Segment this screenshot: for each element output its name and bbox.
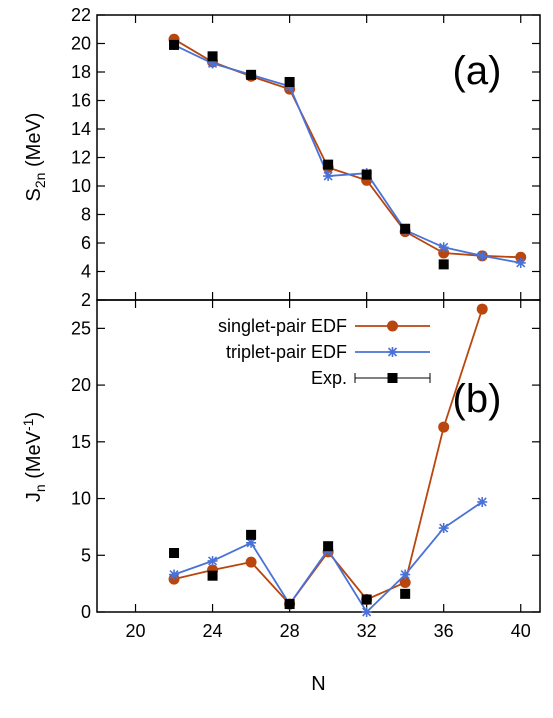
- y-axis-title-subscript: 2n: [32, 173, 48, 189]
- data-point-triplet: [169, 569, 180, 580]
- data-point-exp: [169, 39, 180, 50]
- data-point-exp: [438, 259, 449, 270]
- data-point-exp: [169, 548, 180, 559]
- y-tick-label: 22: [71, 5, 91, 25]
- x-tick-label: 28: [280, 621, 300, 641]
- legend-label-triplet: triplet-pair EDF: [226, 342, 347, 362]
- data-point-exp: [361, 594, 372, 605]
- legend-marker-singlet: [387, 320, 398, 332]
- panel-b-jn-chart: 0 5 10 15 20 25 20 24 28 32 36 40 (b) Jn (MeV-1) singl…: [20, 299, 541, 641]
- y-axis-title-superscript: -1: [20, 418, 36, 431]
- data-point-triplet: [323, 171, 334, 182]
- y-tick-label: 16: [71, 91, 91, 111]
- data-point-exp: [400, 223, 411, 234]
- y-tick-label: 6: [81, 233, 91, 253]
- y-tick-label: 4: [81, 262, 91, 282]
- y-axis-title: Jn (MeV-1): [20, 412, 48, 502]
- panel-label: (b): [453, 377, 502, 421]
- data-point-triplet: [515, 257, 526, 268]
- y-tick-label: 8: [81, 205, 91, 225]
- legend-marker-exp: [387, 373, 398, 383]
- y-tick-label: 20: [71, 34, 91, 54]
- data-point-singlet: [438, 421, 450, 433]
- data-point-triplet: [207, 58, 218, 69]
- y-tick-label: 10: [71, 176, 91, 196]
- y-tick-label: 2: [81, 290, 91, 310]
- x-tick-label: 36: [434, 621, 454, 641]
- y-tick-label: 12: [71, 148, 91, 168]
- x-axis-title: N: [311, 673, 325, 695]
- x-tick-label: 20: [126, 621, 146, 641]
- data-point-triplet: [207, 555, 218, 566]
- y-axis-title-close: ): [23, 412, 45, 419]
- data-point-exp: [323, 541, 334, 552]
- data-point-exp: [246, 529, 257, 540]
- x-tick-label: 40: [511, 621, 531, 641]
- x-tick-label: 24: [203, 621, 223, 641]
- data-point-exp: [246, 69, 257, 80]
- y-axis-title: S2n (MeV): [23, 113, 48, 202]
- data-point-exp: [400, 588, 411, 599]
- data-point-triplet: [438, 523, 449, 534]
- data-point-triplet: [477, 496, 488, 507]
- data-point-triplet: [477, 250, 488, 261]
- data-point-exp: [284, 599, 295, 610]
- plot-frame: [96, 299, 541, 613]
- data-point-triplet: [438, 242, 449, 253]
- y-axis-title-main: S: [23, 188, 45, 201]
- data-point-triplet: [400, 569, 411, 580]
- data-point-exp: [361, 169, 372, 180]
- y-tick-label: 10: [71, 489, 91, 509]
- y-tick-label: 20: [71, 375, 91, 395]
- series-exp: [169, 39, 449, 270]
- data-point-exp: [323, 159, 334, 170]
- data-point-exp: [207, 51, 218, 62]
- y-tick-label: 15: [71, 432, 91, 452]
- y-axis-title-unit: (MeV: [23, 430, 45, 484]
- data-point-triplet: [246, 537, 257, 548]
- panel-a-s2n-chart: 2 4 6 8 10 12 14 16 18 20 22 (a) S2n (MeV): [23, 5, 541, 310]
- data-point-exp: [207, 570, 218, 581]
- panel-label: (a): [453, 49, 502, 93]
- legend-marker-triplet: [387, 347, 398, 357]
- legend-label-exp: Exp.: [311, 368, 347, 388]
- y-axis-title-unit: (MeV): [23, 113, 45, 173]
- y-tick-label: 14: [71, 119, 91, 139]
- data-point-singlet: [476, 303, 488, 315]
- y-tick-label: 18: [71, 62, 91, 82]
- y-tick-label: 5: [81, 545, 91, 565]
- data-point-exp: [284, 76, 295, 87]
- series-line-triplet: [173, 44, 521, 264]
- y-tick-label: 25: [71, 318, 91, 338]
- y-axis-title-subscript: n: [32, 484, 48, 492]
- series-exp: [169, 529, 411, 610]
- legend: singlet-pair EDF triplet-pair EDF Exp.: [218, 316, 431, 388]
- x-tick-label: 32: [357, 621, 377, 641]
- data-point-singlet: [245, 556, 257, 568]
- data-point-singlet: [399, 577, 411, 589]
- data-point-triplet: [361, 607, 372, 617]
- y-axis-title-main: J: [23, 492, 45, 502]
- legend-label-singlet: singlet-pair EDF: [218, 316, 347, 336]
- y-tick-label: 0: [81, 602, 91, 622]
